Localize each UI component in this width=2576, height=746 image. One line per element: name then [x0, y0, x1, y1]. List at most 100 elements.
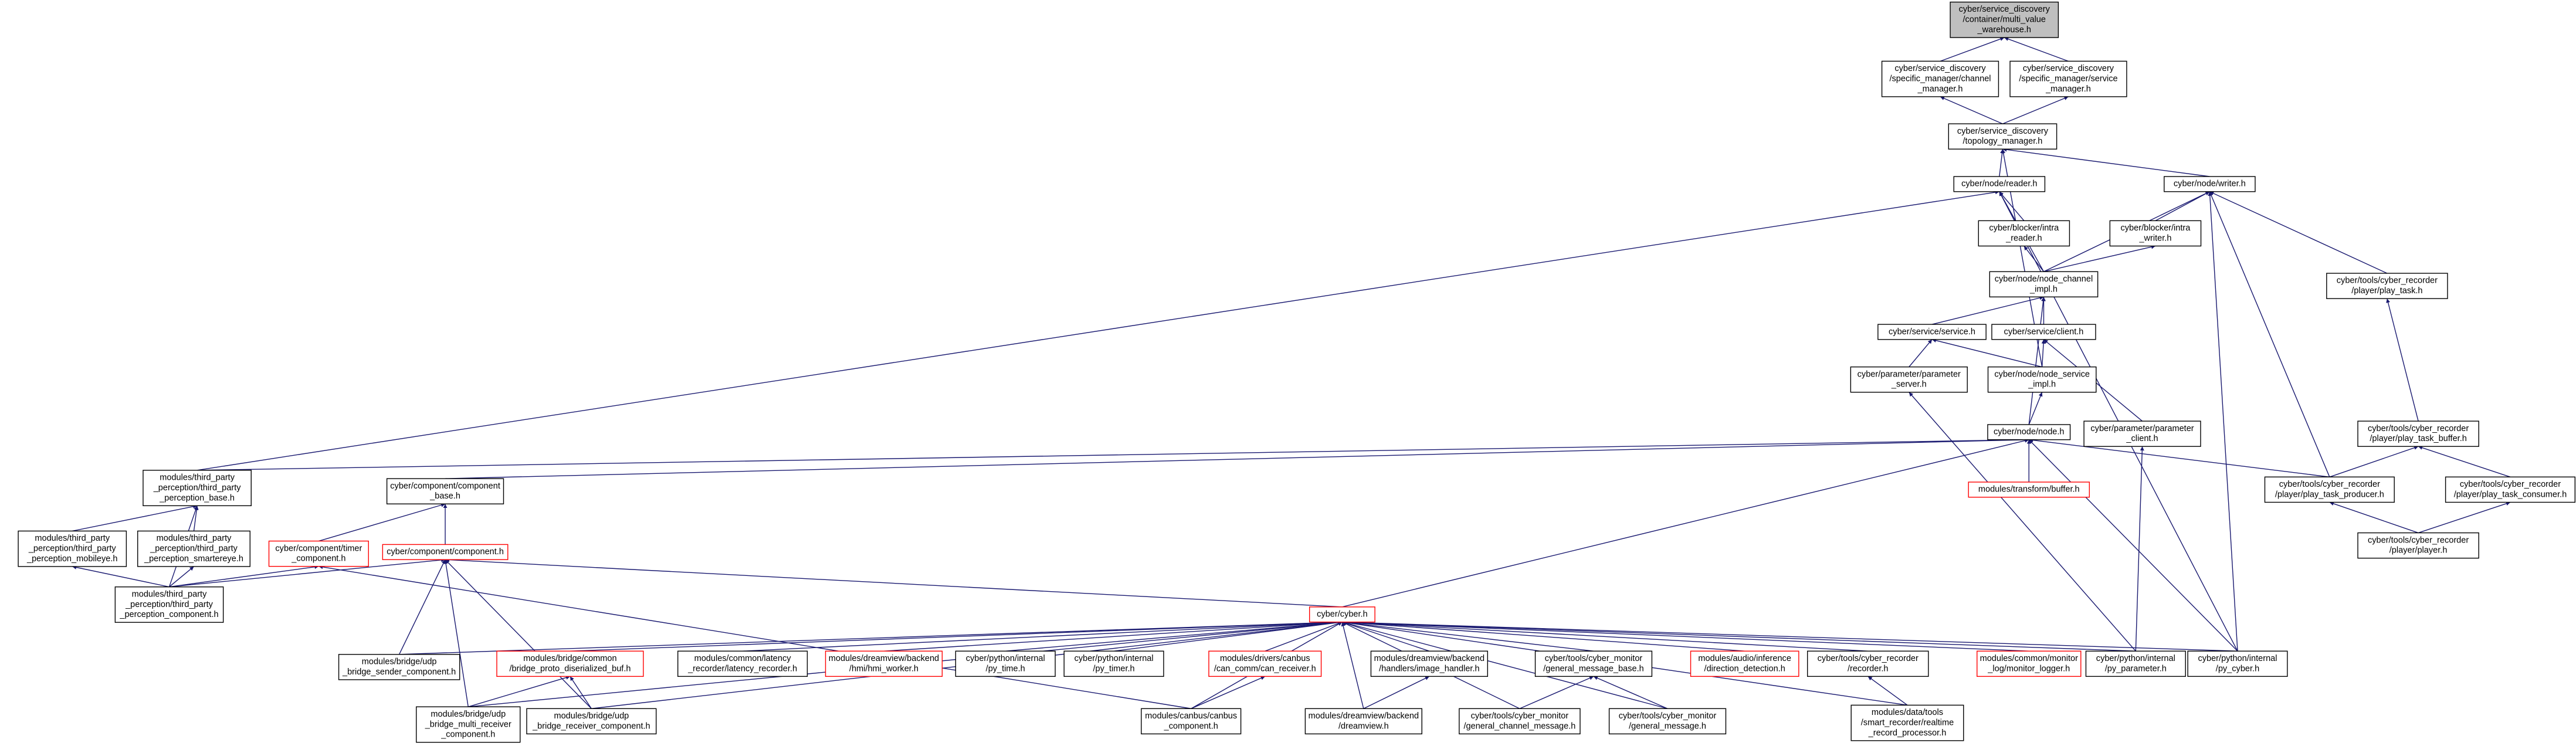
node-label: _client.h: [2126, 434, 2158, 443]
edge: [399, 559, 446, 655]
edge: [169, 558, 446, 588]
node-label: cyber/service_discovery: [1957, 127, 2049, 136]
node: modules/drivers/canbus/can_comm/can_rece…: [1208, 650, 1322, 677]
edge: [570, 676, 592, 709]
edge: [468, 675, 571, 707]
node-label: _warehouse.h: [1977, 25, 2031, 35]
node: cyber/node/reader.h: [1953, 176, 2046, 192]
node-label: modules/third_party: [35, 534, 110, 543]
edge: [1867, 676, 1908, 706]
node-label: /general_channel_message.h: [1464, 721, 1576, 731]
edge: [2418, 446, 2511, 477]
edge: [1909, 392, 2136, 652]
node-box: [677, 650, 808, 677]
node-label: /py_timer.h: [1093, 664, 1135, 673]
node-label: modules/drivers/canbus: [1220, 654, 1310, 663]
edge: [2209, 191, 2388, 274]
node-label: /py_parameter.h: [2105, 664, 2167, 673]
node-label: cyber/component/timer: [275, 544, 362, 553]
edge: [443, 560, 469, 707]
edge: [2028, 392, 2043, 425]
node-label: /player/play_task_buffer.h: [2370, 434, 2467, 443]
node-box: [1370, 650, 1489, 677]
node-label: _manager.h: [2045, 84, 2091, 94]
node: cyber/python/internal/py_parameter.h: [2085, 650, 2186, 677]
edge: [1005, 620, 1343, 652]
edge: [2002, 147, 2210, 177]
node-label: /dreamview.h: [1338, 721, 1389, 731]
node-label: _manager.h: [1917, 84, 1963, 94]
edge: [2029, 438, 2330, 477]
edge: [169, 565, 319, 588]
node-label: cyber/parameter/parameter: [2090, 424, 2194, 433]
edge: [1940, 37, 2005, 62]
edge: [1265, 621, 1343, 652]
node-label: modules/common/monitor: [1980, 654, 2079, 663]
node: modules/dreamview/backend/hmi/hmi_worker…: [825, 650, 943, 677]
node: cyber/tools/cyber_recorder/player/play_t…: [2264, 476, 2395, 503]
node-box: [1978, 220, 2070, 247]
nodes: cyber/service_discovery/container/multi_…: [18, 1, 2576, 743]
node: cyber/component/component.h: [382, 544, 509, 560]
edge: [1342, 620, 1594, 652]
node: modules/bridge/common/bridge_proto_diser…: [496, 650, 644, 677]
node-label: /direction_detection.h: [1704, 664, 1785, 673]
edge: [1342, 438, 2029, 608]
node: modules/common/latency_recorder/latency_…: [677, 650, 808, 677]
node: modules/dreamview/backend/handlers/image…: [1370, 650, 1489, 677]
edge: [1342, 620, 2136, 652]
node: cyber/cyber.h: [1309, 606, 1375, 623]
edge: [1519, 676, 1594, 709]
node-label: cyber/tools/cyber_recorder: [2337, 276, 2438, 286]
node-label: cyber/tools/cyber_monitor: [1545, 654, 1643, 663]
node: modules/third_party_perception/third_par…: [18, 530, 127, 567]
node-label: cyber/python/internal: [2096, 654, 2175, 663]
node-label: _component.h: [291, 554, 345, 564]
node-box: [526, 708, 657, 735]
node: cyber/tools/cyber_recorder/recorder.h: [1806, 650, 1929, 677]
node-label: _recorder/latency_recorder.h: [687, 664, 797, 673]
node-label: cyber/service/client.h: [2004, 327, 2084, 337]
node-label: _component.h: [440, 730, 495, 740]
node-label: /player/player.h: [2389, 546, 2448, 555]
node-box: [1608, 708, 1727, 735]
node-label: _writer.h: [2138, 233, 2171, 243]
edge: [2041, 339, 2046, 367]
node-box: [1950, 1, 2059, 38]
node-label: _bridge_sender_component.h: [342, 667, 456, 677]
node: cyber/tools/cyber_recorder/player/player…: [2357, 532, 2479, 559]
node-label: cyber/tools/cyber_recorder: [2368, 424, 2469, 433]
edge: [399, 620, 1343, 655]
node-box: [1977, 650, 2082, 677]
node-box: [1850, 704, 1964, 741]
node: cyber/service_discovery/specific_manager…: [1881, 60, 1999, 97]
node-label: _component.h: [1164, 721, 1218, 731]
node-box: [1991, 324, 2096, 340]
edge: [197, 190, 1999, 471]
node-box: [143, 470, 252, 507]
node-label: modules/bridge/udp: [431, 710, 506, 719]
node-box: [1877, 324, 1987, 340]
edge: [2043, 245, 2156, 272]
edge: [570, 620, 1343, 652]
node: cyber/node/writer.h: [2164, 176, 2256, 192]
node: modules/bridge/udp_bridge_sender_compone…: [338, 654, 460, 680]
edge: [1341, 622, 1364, 709]
node: modules/third_party_perception/third_par…: [114, 586, 224, 623]
node: cyber/node/node_channel_impl.h: [1989, 271, 2099, 298]
edge: [2155, 191, 2210, 221]
node-label: cyber/service/service.h: [1889, 327, 1975, 337]
node-box: [1953, 176, 2046, 192]
node: cyber/parameter/parameter_server.h: [1850, 366, 1968, 393]
node-box: [2083, 421, 2201, 447]
node-label: /general_message_base.h: [1543, 664, 1643, 673]
edge: [2418, 501, 2511, 534]
node-label: /general_message.h: [1629, 721, 1706, 731]
node-label: cyber/blocker/intra: [2121, 223, 2191, 233]
edge: [2135, 446, 2144, 652]
node: modules/bridge/udp_bridge_receiver_compo…: [526, 708, 657, 735]
edge: [2028, 297, 2046, 425]
node: modules/dreamview/backend/dreamview.h: [1304, 708, 1422, 735]
node-label: modules/data/tools: [1872, 708, 1943, 717]
